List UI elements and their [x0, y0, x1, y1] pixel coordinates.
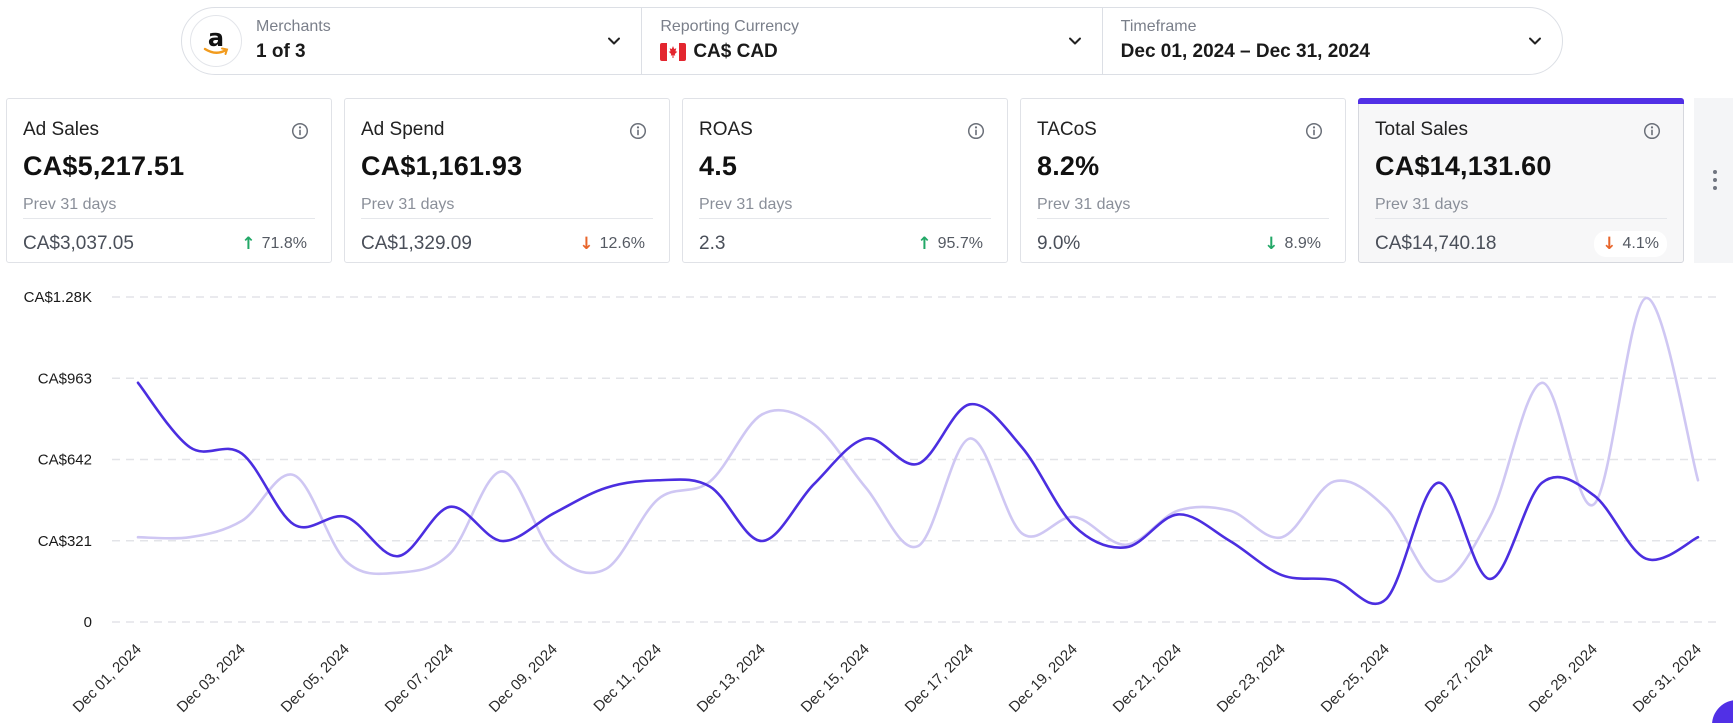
arrow-down-icon: ↓: [579, 234, 594, 254]
kpi-prev-value: 2.3: [699, 233, 726, 254]
kpi-change-badge: ↑ 95.7%: [909, 231, 991, 257]
timeframe-value: Dec 01, 2024 – Dec 31, 2024: [1120, 41, 1370, 62]
kpi-title: Total Sales: [1375, 119, 1468, 140]
arrow-down-icon: ↓: [1602, 234, 1617, 254]
kpi-prev-value: CA$1,329.09: [361, 233, 472, 254]
merchants-label: Merchants: [256, 18, 331, 35]
x-tick-label: Dec 05, 2024: [278, 641, 353, 716]
kpi-prev-label: Prev 31 days: [361, 196, 653, 219]
arrow-up-icon: ↑: [917, 234, 932, 254]
amazon-smile-icon: [203, 47, 229, 55]
y-tick-label: CA$642: [38, 452, 92, 469]
kpi-change-value: 8.9%: [1284, 235, 1321, 252]
more-options-icon[interactable]: [1712, 170, 1718, 192]
info-icon[interactable]: [1643, 122, 1661, 140]
kpi-value: CA$1,161.93: [361, 151, 523, 181]
kpi-card-ad-sales[interactable]: Ad Sales CA$5,217.51 Prev 31 days CA$3,037.…: [6, 98, 332, 263]
x-tick-label: Dec 29, 2024: [1526, 641, 1601, 716]
previous-period-line[interactable]: [136, 296, 1700, 583]
info-icon[interactable]: [629, 122, 647, 140]
x-tick-label: Dec 13, 2024: [694, 641, 769, 716]
arrow-down-icon: ↓: [1264, 234, 1279, 254]
kpi-change-badge: ↑ 71.8%: [233, 231, 315, 257]
timeframe-label: Timeframe: [1120, 18, 1197, 35]
x-tick-label: Dec 11, 2024: [590, 641, 664, 715]
amazon-logo: a: [190, 15, 242, 67]
chevron-down-icon: [1068, 37, 1081, 45]
kpi-change-badge: ↓ 4.1%: [1594, 231, 1667, 257]
y-tick-label: 0: [84, 614, 92, 631]
arrow-up-icon: ↑: [241, 234, 256, 254]
currency-value: CA$ CAD: [693, 41, 778, 62]
kpi-title: Ad Spend: [361, 119, 445, 140]
x-tick-label: Dec 19, 2024: [1006, 641, 1081, 716]
kpi-value: 4.5: [699, 151, 738, 181]
x-tick-label: Dec 03, 2024: [174, 641, 249, 716]
x-tick-label: Dec 31, 2024: [1630, 641, 1705, 716]
kpi-prev-value: CA$3,037.05: [23, 233, 134, 254]
y-tick-label: CA$1.28K: [24, 289, 92, 306]
kpi-card-ad-spend[interactable]: Ad Spend CA$1,161.93 Prev 31 days CA$1,329.…: [344, 98, 670, 263]
kpi-change-value: 12.6%: [599, 235, 645, 252]
kpi-prev-label: Prev 31 days: [1375, 196, 1667, 219]
kpi-title: Ad Sales: [23, 119, 100, 140]
kpi-prev-value: CA$14,740.18: [1375, 233, 1497, 254]
x-tick-label: Dec 01, 2024: [70, 641, 145, 716]
kpi-change-badge: ↓ 8.9%: [1256, 231, 1329, 257]
kpi-prev-label: Prev 31 days: [699, 196, 991, 219]
currency-label: Reporting Currency: [660, 18, 800, 35]
kpi-value: CA$14,131.60: [1375, 151, 1552, 181]
kpi-change-value: 71.8%: [261, 235, 307, 252]
kpi-prev-label: Prev 31 days: [23, 196, 315, 219]
info-icon[interactable]: [967, 122, 985, 140]
x-tick-label: Dec 15, 2024: [798, 641, 873, 716]
merchants-value: 1 of 3: [256, 41, 306, 62]
y-tick-label: CA$321: [38, 533, 92, 550]
kpi-value: 8.2%: [1037, 151, 1100, 181]
x-tick-label: Dec 21, 2024: [1110, 641, 1185, 716]
chart-canvas: 0 CA$321 CA$642 CA$963 CA$1.28K Dec 01, 2024 D…: [24, 289, 1722, 716]
kpi-value: CA$5,217.51: [23, 151, 185, 181]
info-icon[interactable]: [1305, 122, 1323, 140]
y-tick-label: CA$963: [38, 370, 92, 387]
kpi-card-roas[interactable]: ROAS 4.5 Prev 31 days 2.3 ↑ 95.7%: [682, 98, 1008, 263]
kpi-prev-label: Prev 31 days: [1037, 196, 1329, 219]
chevron-down-icon: [608, 37, 621, 45]
kpi-title: ROAS: [699, 119, 753, 140]
kpi-change-badge: ↓ 12.6%: [571, 231, 653, 257]
x-tick-label: Dec 27, 2024: [1422, 641, 1497, 716]
x-tick-label: Dec 17, 2024: [902, 641, 977, 716]
x-tick-label: Dec 07, 2024: [382, 641, 457, 716]
currency-dropdown[interactable]: Reporting Currency CA$ CAD: [641, 8, 1101, 74]
kpi-card-total-sales[interactable]: Total Sales CA$14,131.60 Prev 31 days CA$14…: [1358, 98, 1684, 263]
chevron-down-icon: [1529, 37, 1542, 45]
x-tick-label: Dec 25, 2024: [1318, 641, 1393, 716]
total-sales-chart: 0 CA$321 CA$642 CA$963 CA$1.28K Dec 01, 2024 D…: [0, 270, 1733, 723]
current-period-line[interactable]: [136, 381, 1700, 606]
kpi-card-tacos[interactable]: TACoS 8.2% Prev 31 days 9.0% ↓ 8.9%: [1020, 98, 1346, 263]
kpi-change-value: 4.1%: [1622, 235, 1659, 252]
canada-flag-icon: [660, 43, 687, 61]
x-tick-label: Dec 23, 2024: [1214, 641, 1289, 716]
merchants-dropdown[interactable]: a Merchants 1 of 3: [182, 8, 641, 74]
x-tick-label: Dec 09, 2024: [486, 641, 561, 716]
kpi-prev-value: 9.0%: [1037, 233, 1081, 254]
timeframe-dropdown[interactable]: Timeframe Dec 01, 2024 – Dec 31, 2024: [1101, 8, 1562, 74]
kpi-title: TACoS: [1037, 119, 1097, 140]
kpi-change-value: 95.7%: [937, 235, 983, 252]
filter-bar: a Merchants 1 of 3 Reporting Currency: [181, 7, 1563, 75]
info-icon[interactable]: [291, 122, 309, 140]
